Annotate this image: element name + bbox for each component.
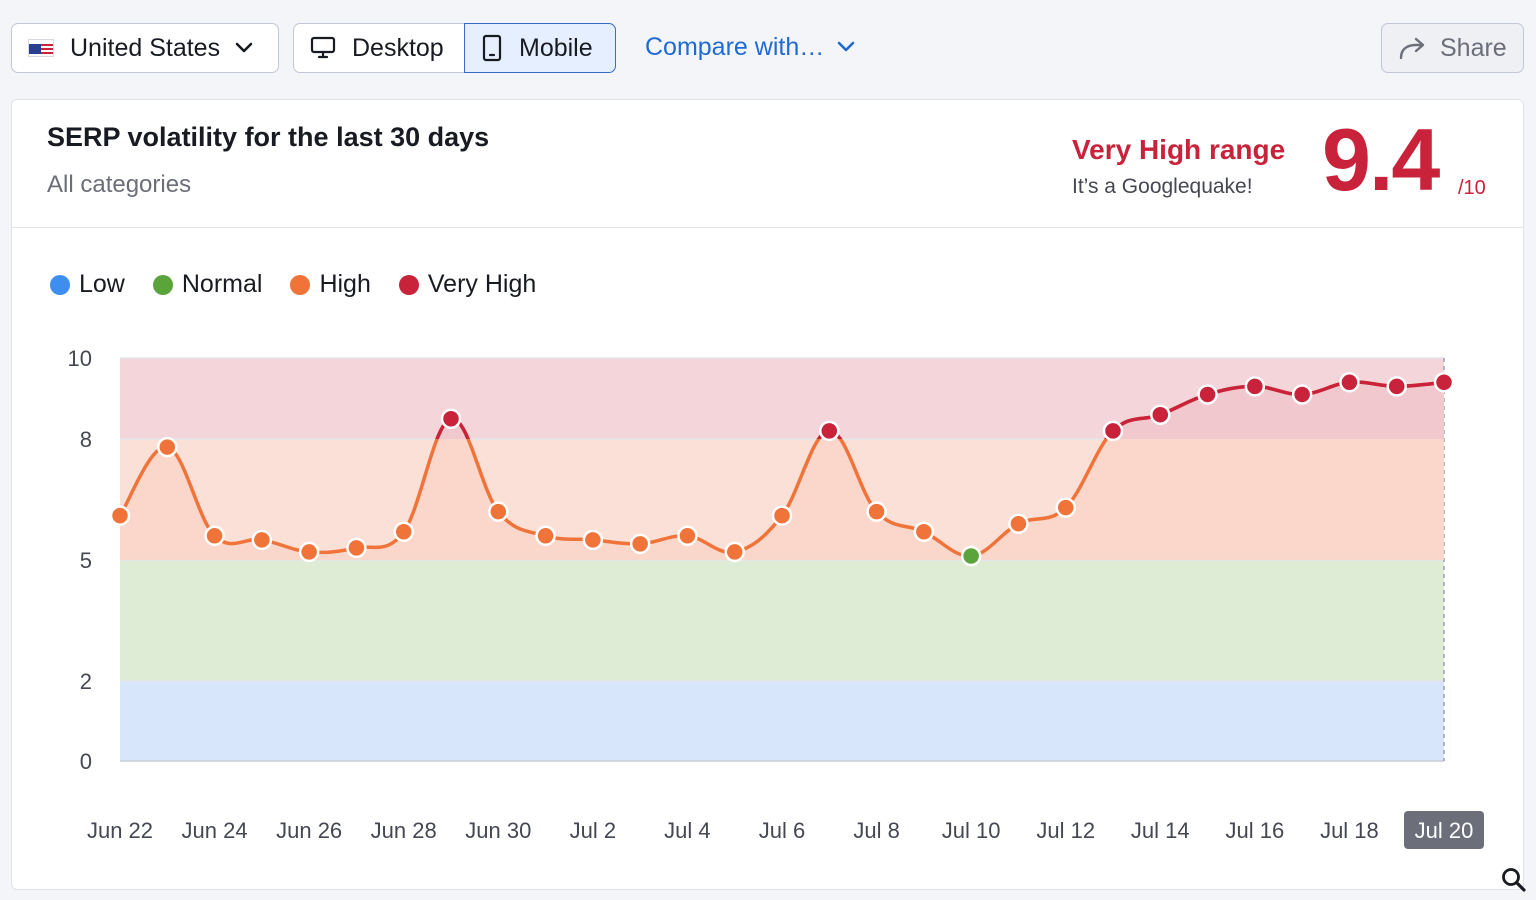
desktop-button[interactable]: Desktop (293, 23, 464, 73)
legend-label-normal: Normal (181, 270, 263, 298)
data-point (677, 525, 698, 547)
x-tick-label: Jun 22 (87, 818, 153, 843)
us-flag-icon (28, 39, 54, 57)
data-point (629, 533, 651, 555)
data-point (960, 545, 982, 567)
compare-label: Compare with… (645, 32, 825, 61)
data-point (913, 521, 935, 543)
data-point (1008, 513, 1029, 534)
x-tick-label: Jul 18 (1320, 818, 1379, 843)
data-point (157, 436, 178, 458)
legend-dot-very-high (398, 274, 419, 295)
data-point (1244, 376, 1266, 397)
x-tick-label: Jul 14 (1131, 818, 1190, 843)
mobile-label: Mobile (519, 33, 593, 62)
x-tick-label: Jun 24 (182, 818, 248, 843)
x-tick-highlight (1404, 811, 1484, 849)
data-point (724, 541, 745, 563)
data-point (204, 525, 225, 547)
band-normal (120, 560, 1444, 681)
y-tick-label: 5 (80, 548, 92, 573)
area-fill-very-high (437, 382, 1444, 439)
data-point (298, 541, 320, 563)
page-title: SERP volatility for the last 30 days (47, 122, 490, 152)
x-tick-label: Jul 20 (1415, 818, 1474, 843)
legend-item-high: High (290, 270, 371, 299)
y-tick-label: 0 (80, 749, 92, 774)
score-max: /10 (1458, 177, 1486, 199)
data-point (582, 529, 604, 551)
data-point (1055, 497, 1076, 518)
data-point (1102, 420, 1124, 442)
chart-legend: Low Normal High Very High (50, 270, 564, 299)
mobile-button[interactable]: Mobile (464, 23, 616, 73)
chevron-down-icon (235, 42, 253, 53)
x-tick-label: Jul 2 (570, 818, 616, 843)
data-point (488, 501, 509, 522)
card-header: SERP volatility for the last 30 days All… (12, 100, 1523, 228)
x-tick-label: Jul 10 (942, 818, 1001, 843)
x-tick-label: Jun 28 (371, 818, 437, 843)
desktop-icon (310, 36, 336, 59)
mobile-icon (482, 34, 502, 62)
legend-item-very-high: Very High (398, 270, 537, 299)
range-description: It’s a Googlequake! (1072, 175, 1253, 198)
data-point (535, 525, 556, 547)
data-point (440, 408, 462, 429)
y-tick-label: 8 (80, 427, 92, 452)
x-tick-label: Jun 30 (465, 818, 531, 843)
x-tick-label: Jul 6 (759, 818, 805, 843)
country-select[interactable]: United States (11, 23, 279, 73)
data-point (109, 505, 131, 526)
chevron-down-icon (837, 41, 855, 52)
legend-item-low: Low (50, 270, 125, 299)
y-tick-label: 10 (68, 346, 92, 371)
toolbar: United States Desktop Mobile Compare wit… (0, 0, 1536, 96)
legend-label-high: High (319, 270, 371, 298)
x-tick-label: Jun 26 (276, 818, 342, 843)
country-label: United States (70, 33, 221, 62)
y-tick-label: 2 (80, 669, 92, 694)
legend-dot-normal (152, 274, 173, 295)
legend-dot-high (290, 274, 311, 295)
data-point (1291, 384, 1313, 405)
device-toggle: Desktop Mobile (293, 23, 616, 73)
legend-label-very-high: Very High (427, 270, 537, 298)
desktop-label: Desktop (352, 33, 444, 62)
data-point (393, 521, 414, 543)
legend-dot-low (50, 274, 70, 295)
share-button[interactable]: Share (1381, 23, 1524, 73)
data-point (1197, 384, 1218, 405)
data-point (1150, 404, 1171, 425)
compare-with-dropdown[interactable]: Compare with… (645, 30, 856, 64)
share-label: Share (1440, 33, 1507, 62)
x-tick-label: Jul 12 (1036, 818, 1095, 843)
x-tick-label: Jul 4 (664, 818, 710, 843)
data-point (1433, 372, 1455, 393)
range-label: Very High range (1072, 134, 1286, 165)
data-point (1339, 372, 1360, 393)
data-point (771, 505, 793, 526)
legend-item-normal: Normal (152, 270, 263, 299)
data-point (819, 420, 840, 442)
data-point (346, 537, 367, 559)
data-point (1386, 376, 1407, 397)
data-point (251, 529, 273, 551)
legend-label-low: Low (79, 270, 125, 298)
x-tick-label: Jul 16 (1225, 818, 1284, 843)
volatility-score: 9.4 (1322, 110, 1440, 209)
share-icon (1399, 37, 1425, 60)
band-low (120, 681, 1444, 761)
x-tick-label: Jul 8 (853, 818, 899, 843)
category-label: All categories (47, 171, 192, 198)
data-point (866, 501, 887, 522)
zoom-icon[interactable] (1500, 866, 1528, 894)
